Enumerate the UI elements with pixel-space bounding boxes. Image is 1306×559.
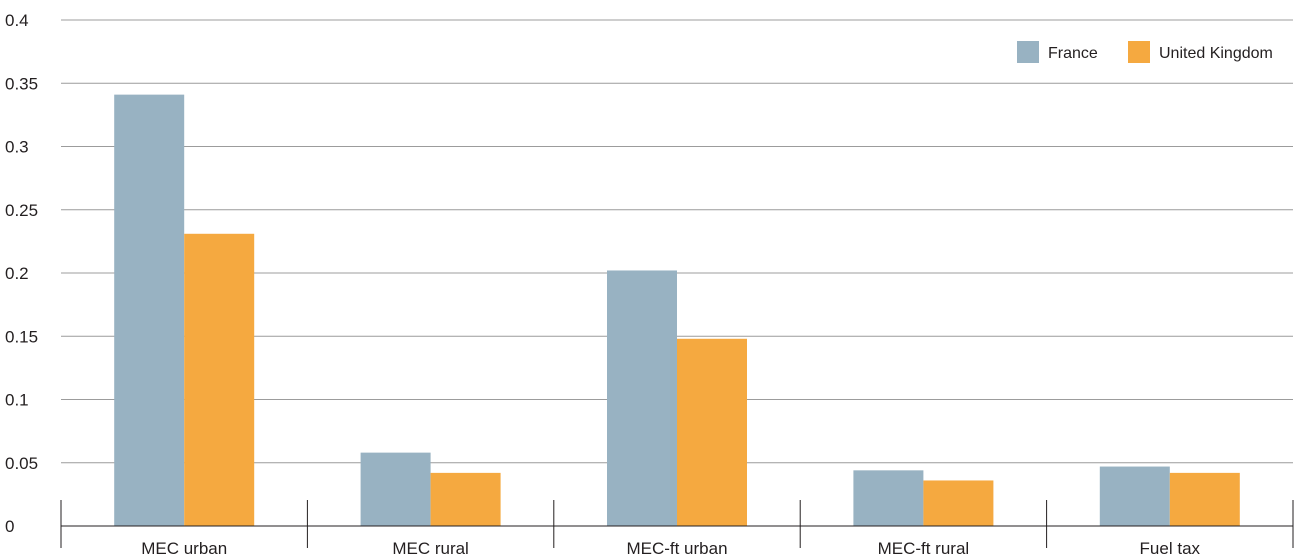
y-tick-label: 0.4 (5, 11, 29, 30)
legend-swatch (1017, 41, 1039, 63)
bar-united-kingdom (1169, 472, 1240, 526)
y-axis-ticks: 0 0.05 0.1 0.15 0.2 0.25 0.3 0.35 0.4 (5, 11, 38, 536)
y-tick-label: 0 (5, 517, 14, 536)
x-axis: MEC urban MEC rural MEC-ft urban MEC-ft rur… (60, 500, 1294, 558)
y-tick-label: 0.05 (5, 454, 38, 473)
bar-france (607, 270, 677, 526)
bar-france (114, 94, 185, 526)
y-tick-label: 0.1 (5, 391, 29, 410)
legend: France United Kingdom (1017, 41, 1273, 63)
bar-france (360, 452, 431, 526)
bars (114, 94, 1240, 526)
legend-swatch (1128, 41, 1150, 63)
x-category-label: MEC urban (141, 539, 227, 558)
bar-united-kingdom (184, 233, 255, 526)
x-category-label: Fuel tax (1140, 539, 1201, 558)
bar-united-kingdom (430, 472, 501, 526)
x-category-label: MEC-ft rural (878, 539, 970, 558)
legend-label: United Kingdom (1159, 45, 1273, 62)
bar-united-kingdom (677, 338, 747, 526)
y-tick-label: 0.35 (5, 74, 38, 93)
legend-label: France (1048, 45, 1098, 62)
y-tick-label: 0.15 (5, 327, 38, 346)
y-tick-label: 0.25 (5, 201, 38, 220)
bar-france (853, 470, 924, 526)
x-category-label: MEC-ft urban (626, 539, 727, 558)
bar-united-kingdom (923, 480, 994, 526)
y-tick-label: 0.2 (5, 264, 29, 283)
bar-france (1099, 466, 1170, 526)
y-tick-label: 0.3 (5, 138, 29, 157)
x-category-label: MEC rural (392, 539, 469, 558)
